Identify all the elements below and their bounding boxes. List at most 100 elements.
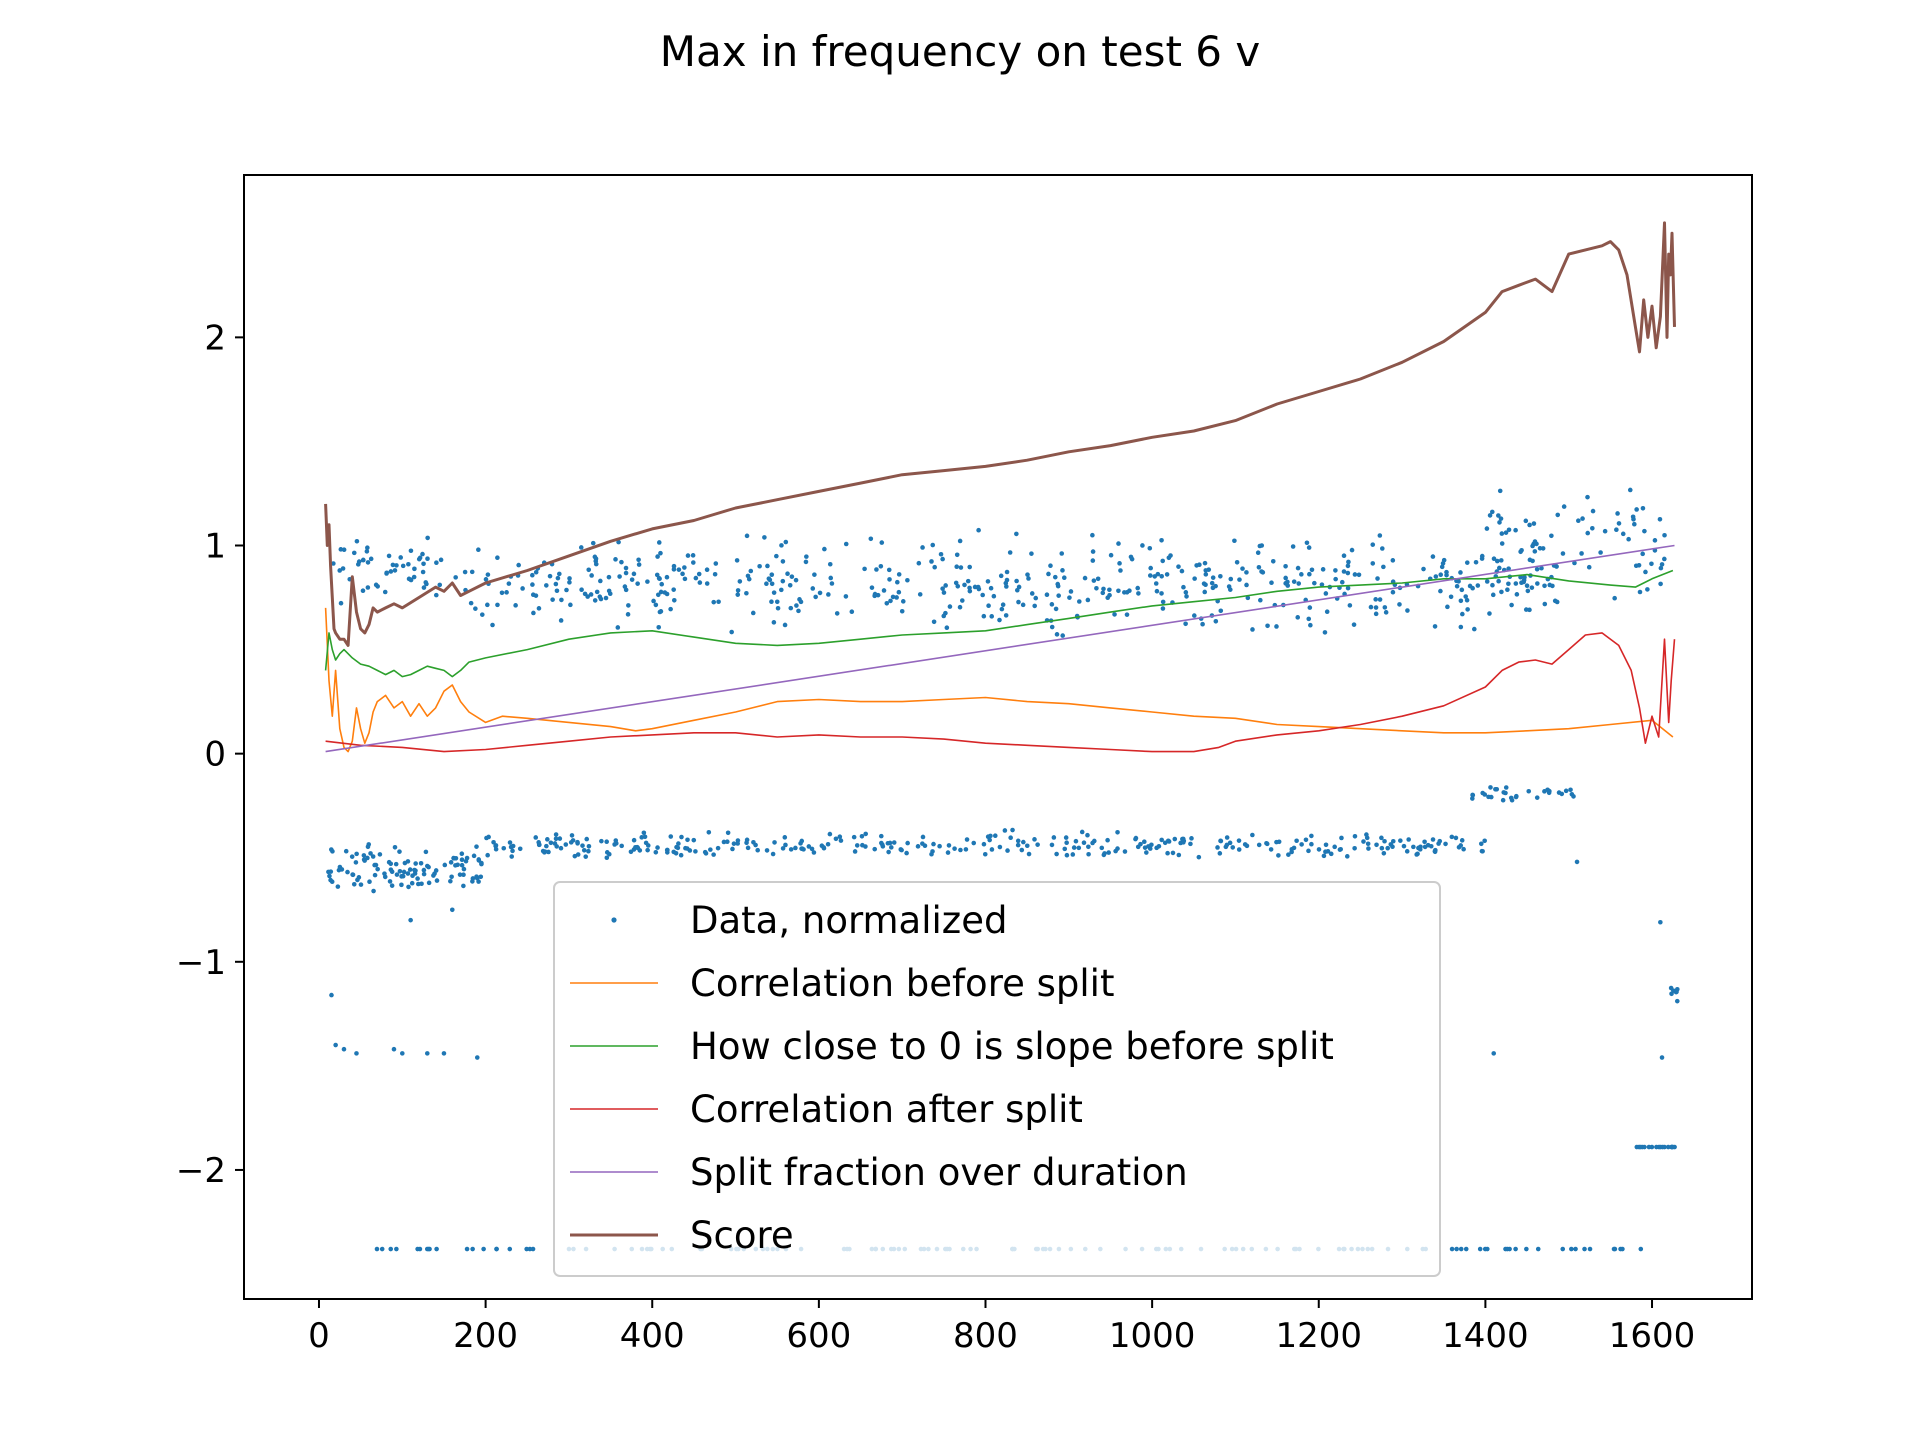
data-point — [1585, 530, 1591, 536]
data-point — [1380, 546, 1385, 551]
data-point — [1192, 576, 1197, 581]
data-point — [1436, 841, 1441, 846]
data-point — [501, 845, 507, 851]
data-point — [696, 571, 702, 577]
data-point — [524, 1246, 529, 1252]
data-point — [955, 584, 961, 589]
data-point — [1264, 841, 1270, 847]
y-tick-label: 0 — [204, 735, 226, 775]
data-point — [980, 592, 985, 598]
data-point — [416, 556, 422, 562]
data-point — [635, 581, 640, 586]
data-point — [1064, 840, 1069, 845]
data-point — [854, 843, 860, 848]
data-point — [1390, 558, 1396, 563]
data-point — [427, 1246, 432, 1252]
data-point — [703, 851, 709, 856]
data-point — [631, 571, 637, 577]
data-point — [399, 1051, 405, 1056]
data-point — [568, 602, 573, 608]
data-point — [713, 561, 719, 566]
data-point — [1181, 840, 1186, 845]
y-tick-label: 1 — [204, 527, 226, 567]
data-point — [943, 583, 948, 588]
data-point — [464, 1246, 470, 1252]
data-point — [453, 863, 458, 868]
data-point — [1052, 574, 1058, 580]
data-point — [1472, 626, 1477, 632]
data-point — [476, 547, 481, 553]
data-point — [653, 849, 659, 855]
data-point — [1493, 787, 1498, 792]
data-point — [375, 866, 380, 872]
data-point — [1294, 838, 1299, 844]
data-point — [606, 574, 612, 580]
data-point — [1463, 1246, 1469, 1252]
data-point — [420, 551, 425, 557]
data-point — [468, 600, 474, 606]
data-point — [1014, 578, 1019, 584]
data-point — [1488, 794, 1494, 800]
data-point — [1616, 521, 1622, 526]
data-point — [982, 851, 988, 857]
data-point — [1086, 844, 1091, 850]
data-point — [653, 602, 659, 608]
data-point — [390, 562, 396, 568]
data-point — [1116, 588, 1121, 594]
data-point — [426, 864, 431, 870]
data-point — [389, 869, 395, 875]
data-point — [828, 575, 834, 581]
data-point — [353, 860, 359, 865]
data-point — [905, 840, 910, 846]
data-point — [479, 612, 485, 617]
data-point — [1568, 787, 1573, 793]
plot-frame — [243, 174, 1753, 1300]
data-point — [1054, 632, 1060, 637]
data-point — [341, 547, 347, 552]
data-point — [553, 836, 559, 842]
data-point — [1506, 566, 1511, 571]
data-point — [619, 843, 624, 849]
data-point — [827, 561, 833, 567]
data-point — [780, 559, 786, 564]
data-point — [1552, 598, 1558, 604]
data-point — [394, 872, 400, 877]
data-point — [706, 829, 712, 835]
data-point — [651, 598, 656, 604]
data-point — [964, 837, 970, 842]
data-point — [1652, 538, 1658, 543]
data-point — [592, 598, 598, 603]
legend-marker — [611, 917, 617, 923]
series-line-score — [324, 221, 1676, 647]
data-point — [899, 847, 904, 853]
data-point — [421, 585, 427, 590]
data-point — [407, 867, 413, 872]
data-point — [1582, 1246, 1587, 1252]
data-point — [985, 579, 991, 584]
data-point — [1397, 602, 1402, 607]
data-point — [940, 556, 945, 562]
data-point — [744, 590, 749, 596]
x-tick-label: 1600 — [1609, 1316, 1696, 1356]
data-point — [628, 849, 634, 855]
data-point — [1003, 580, 1009, 586]
data-point — [1490, 592, 1496, 598]
data-point — [1201, 581, 1207, 586]
data-point — [1458, 598, 1464, 604]
data-point — [1286, 852, 1291, 857]
data-point — [586, 843, 592, 849]
data-point — [1091, 578, 1097, 583]
data-point — [1316, 847, 1322, 852]
data-point — [388, 569, 394, 574]
data-point — [478, 874, 484, 880]
data-point — [1364, 832, 1369, 837]
data-point — [682, 576, 688, 582]
data-point — [938, 551, 944, 557]
data-point — [711, 852, 716, 857]
data-point — [782, 622, 788, 628]
data-point — [868, 536, 874, 542]
data-point — [764, 581, 769, 587]
data-point — [1514, 592, 1520, 597]
data-point — [952, 846, 957, 851]
data-point — [1090, 532, 1095, 538]
